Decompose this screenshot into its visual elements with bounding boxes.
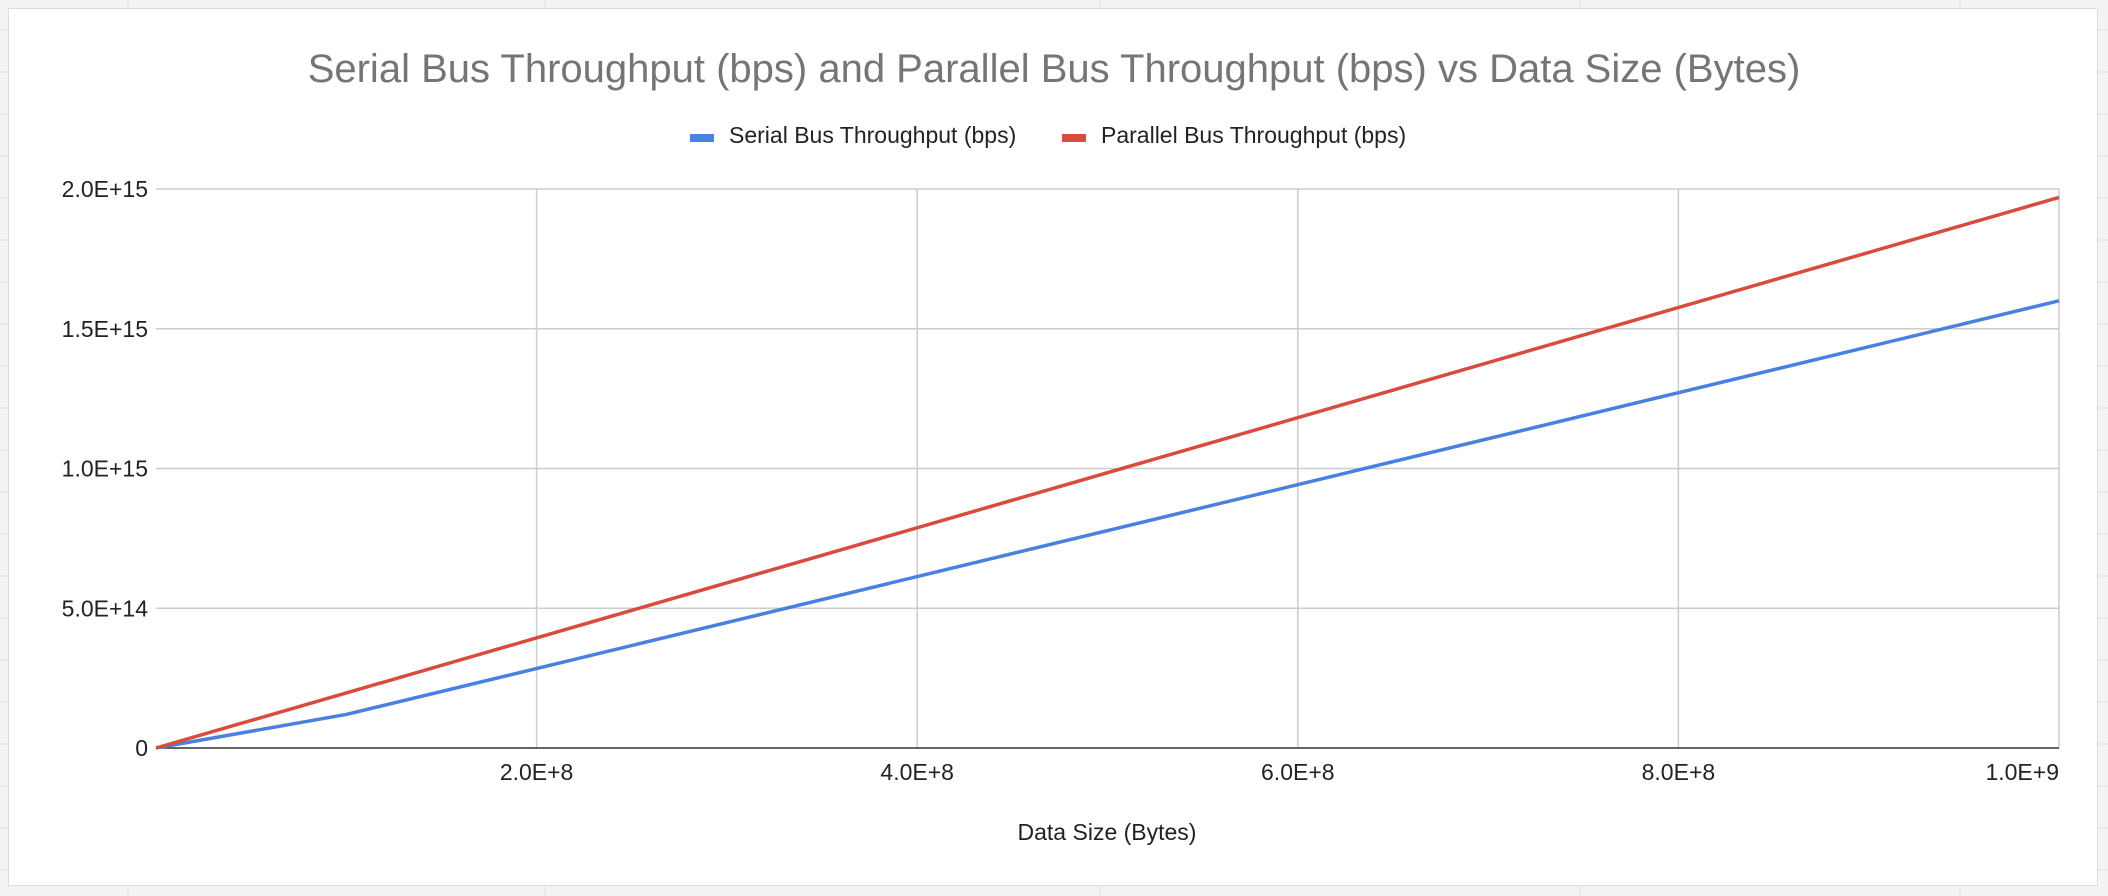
x-tick-label: 2.0E+8: [500, 759, 574, 785]
x-tick-label: 8.0E+8: [1642, 759, 1716, 785]
legend-label: Serial Bus Throughput (bps): [729, 122, 1016, 148]
series-line-serial: [155, 299, 2060, 750]
y-tick-label: 1.0E+15: [62, 456, 148, 482]
y-axis-tick-labels: 0 5.0E+14 1.0E+15 1.5E+15 2.0E+15: [62, 176, 149, 761]
chart-container[interactable]: Serial Bus Throughput (bps) and Parallel…: [8, 8, 2098, 886]
legend-swatch: [1062, 134, 1086, 142]
chart-legend: Serial Bus Throughput (bps) Parallel Bus …: [690, 122, 1406, 148]
y-tick-label: 5.0E+14: [62, 595, 149, 621]
y-tick-label: 1.5E+15: [62, 316, 148, 342]
y-tick-label: 2.0E+15: [62, 176, 148, 202]
y-tick-label: 0: [135, 735, 148, 761]
chart-title: Serial Bus Throughput (bps) and Parallel…: [308, 47, 1801, 91]
legend-swatch: [690, 134, 714, 142]
x-tick-label: 6.0E+8: [1261, 759, 1335, 785]
chart-series: [155, 195, 2060, 750]
legend-label: Parallel Bus Throughput (bps): [1101, 122, 1406, 148]
x-axis-tick-labels: 2.0E+8 4.0E+8 6.0E+8 8.0E+8 1.0E+9: [500, 759, 2059, 785]
x-axis-title: Data Size (Bytes): [1018, 819, 1197, 845]
x-tick-label: 4.0E+8: [880, 759, 954, 785]
chart-gridlines: [156, 188, 2060, 748]
x-tick-label: 1.0E+9: [1985, 759, 2059, 785]
line-chart: Serial Bus Throughput (bps) and Parallel…: [62, 47, 2060, 845]
series-line-parallel: [155, 195, 2060, 750]
